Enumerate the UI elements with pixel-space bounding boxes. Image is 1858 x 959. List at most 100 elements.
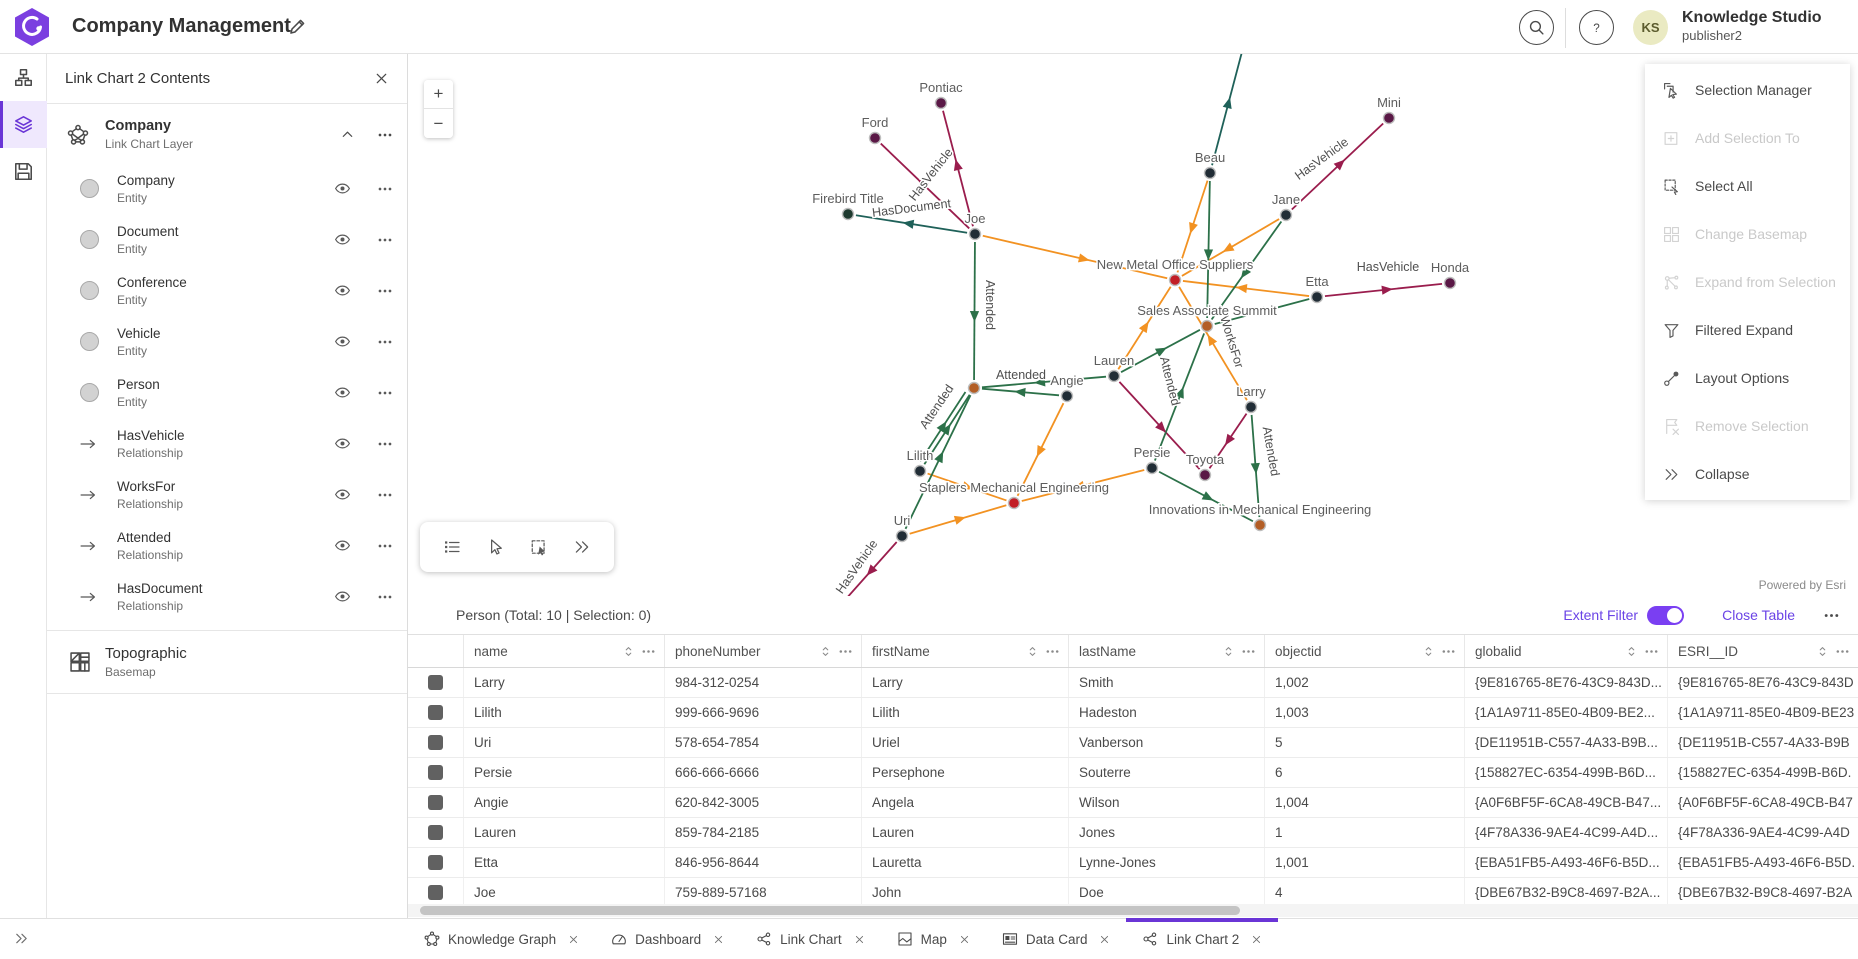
node-vehicle-pontiac[interactable] bbox=[934, 96, 948, 110]
tab-close-icon[interactable] bbox=[854, 934, 865, 945]
column-menu-icon[interactable] bbox=[1835, 644, 1850, 659]
visibility-eye-icon[interactable] bbox=[334, 384, 351, 401]
table-row[interactable]: Etta 846-956-8644 Lauretta Lynne-Jones 1,001… bbox=[408, 848, 1858, 878]
layer-item-menu-icon[interactable] bbox=[377, 283, 393, 299]
tab-data-card[interactable]: Data Card bbox=[986, 919, 1127, 959]
table-row[interactable]: Angie 620-842-3005 Angela Wilson 1,004 {A0F6B… bbox=[408, 788, 1858, 818]
sort-icon[interactable] bbox=[1026, 645, 1039, 658]
node-vehicle-honda[interactable] bbox=[1443, 276, 1457, 290]
extent-filter-toggle[interactable] bbox=[1647, 605, 1685, 625]
layer-item-worksfor[interactable]: WorksFor Relationship bbox=[47, 469, 407, 520]
layer-item-menu-icon[interactable] bbox=[377, 181, 393, 197]
menu-item-layout-options[interactable]: Layout Options bbox=[1645, 354, 1850, 402]
tab-knowledge-graph[interactable]: Knowledge Graph bbox=[408, 919, 595, 959]
table-row[interactable]: Lauren 859-784-2185 Lauren Jones 1 {4F78A336-… bbox=[408, 818, 1858, 848]
column-header-phonenumber[interactable]: phoneNumber bbox=[664, 635, 861, 667]
edge-attended[interactable] bbox=[904, 394, 972, 530]
node-company-staplers-mechanical-engineering[interactable] bbox=[1007, 496, 1021, 510]
layer-item-menu-icon[interactable] bbox=[377, 232, 393, 248]
tab-map[interactable]: Map bbox=[881, 919, 986, 959]
layer-group-menu-icon[interactable] bbox=[377, 127, 393, 143]
sort-icon[interactable] bbox=[1222, 645, 1235, 658]
column-menu-icon[interactable] bbox=[838, 644, 853, 659]
edge-attended[interactable] bbox=[973, 241, 976, 381]
tab-close-icon[interactable] bbox=[713, 934, 724, 945]
node-vehicle-mini[interactable] bbox=[1382, 111, 1396, 125]
row-checkbox[interactable] bbox=[428, 855, 443, 870]
list-icon[interactable] bbox=[443, 538, 461, 556]
column-header-name[interactable]: name bbox=[463, 635, 664, 667]
edge-hasdocument[interactable] bbox=[1211, 54, 1243, 166]
node-vehicle-toyota[interactable] bbox=[1198, 468, 1212, 482]
app-logo[interactable] bbox=[13, 7, 51, 47]
node-person-lauren[interactable] bbox=[1107, 369, 1121, 383]
node-conference[interactable] bbox=[967, 381, 981, 395]
node-person-persie[interactable] bbox=[1145, 461, 1159, 475]
zoom-out-button[interactable]: − bbox=[424, 109, 453, 138]
menu-item-collapse[interactable]: Collapse bbox=[1645, 450, 1850, 498]
visibility-eye-icon[interactable] bbox=[334, 180, 351, 197]
edge-worksfor[interactable] bbox=[982, 234, 1168, 280]
node-person-uri[interactable] bbox=[895, 529, 909, 543]
menu-item-filtered-expand[interactable]: Filtered Expand bbox=[1645, 306, 1850, 354]
menu-item-selection-manager[interactable]: Selection Manager bbox=[1645, 66, 1850, 114]
rail-item-save[interactable] bbox=[0, 148, 47, 195]
sort-icon[interactable] bbox=[1422, 645, 1435, 658]
layer-item-menu-icon[interactable] bbox=[377, 589, 393, 605]
menu-item-select-all[interactable]: Select All bbox=[1645, 162, 1850, 210]
tab-link-chart-2[interactable]: Link Chart 2 bbox=[1126, 918, 1279, 959]
layer-group-row[interactable]: Company Link Chart Layer bbox=[47, 104, 407, 163]
layer-item-menu-icon[interactable] bbox=[377, 538, 393, 554]
table-row[interactable]: Lilith 999-666-9696 Lilith Hadeston 1,003 {1A… bbox=[408, 698, 1858, 728]
row-checkbox[interactable] bbox=[428, 825, 443, 840]
layer-item-conference[interactable]: Conference Entity bbox=[47, 265, 407, 316]
table-row[interactable]: Persie 666-666-6666 Persephone Souterre 6 {15… bbox=[408, 758, 1858, 788]
sort-icon[interactable] bbox=[1816, 645, 1829, 658]
tab-close-icon[interactable] bbox=[568, 934, 579, 945]
layer-item-person[interactable]: Person Entity bbox=[47, 367, 407, 418]
rail-item-data-model[interactable] bbox=[0, 54, 47, 101]
visibility-eye-icon[interactable] bbox=[334, 333, 351, 350]
zoom-in-button[interactable]: + bbox=[424, 80, 453, 109]
link-chart-canvas[interactable]: HasVehicle HasDocument Attended HasVehicle H… bbox=[408, 54, 1858, 596]
node-person-angie[interactable] bbox=[1060, 389, 1074, 403]
node-document-firebird-title[interactable] bbox=[841, 207, 855, 221]
chevron-up-icon[interactable] bbox=[340, 127, 355, 142]
layer-item-document[interactable]: Document Entity bbox=[47, 214, 407, 265]
column-header-objectid[interactable]: objectid bbox=[1264, 635, 1464, 667]
visibility-eye-icon[interactable] bbox=[334, 486, 351, 503]
row-checkbox[interactable] bbox=[428, 675, 443, 690]
column-header-globalid[interactable]: globalid bbox=[1464, 635, 1667, 667]
column-menu-icon[interactable] bbox=[1644, 644, 1659, 659]
node-conference-sales-associate-summit[interactable] bbox=[1200, 319, 1214, 333]
chevrons-right-icon[interactable] bbox=[573, 538, 591, 556]
column-header-lastname[interactable]: lastName bbox=[1068, 635, 1264, 667]
node-person-lilith[interactable] bbox=[913, 464, 927, 478]
node-person-larry[interactable] bbox=[1244, 400, 1258, 414]
help-button[interactable]: ? bbox=[1579, 10, 1614, 45]
tab-close-icon[interactable] bbox=[1251, 934, 1262, 945]
sort-icon[interactable] bbox=[819, 645, 832, 658]
column-menu-icon[interactable] bbox=[1441, 644, 1456, 659]
row-checkbox[interactable] bbox=[428, 735, 443, 750]
column-menu-icon[interactable] bbox=[641, 644, 656, 659]
tab-close-icon[interactable] bbox=[1099, 934, 1110, 945]
edit-title-icon[interactable] bbox=[288, 17, 307, 36]
layer-item-vehicle[interactable]: Vehicle Entity bbox=[47, 316, 407, 367]
column-header-esri__id[interactable]: ESRI__ID bbox=[1667, 635, 1858, 667]
visibility-eye-icon[interactable] bbox=[334, 537, 351, 554]
tab-close-icon[interactable] bbox=[959, 934, 970, 945]
node-person-beau[interactable] bbox=[1203, 166, 1217, 180]
tab-link-chart[interactable]: Link Chart bbox=[740, 919, 881, 959]
scrollbar-thumb[interactable] bbox=[420, 906, 1240, 915]
cursor-icon[interactable] bbox=[486, 538, 504, 556]
layer-item-menu-icon[interactable] bbox=[377, 334, 393, 350]
node-person-etta[interactable] bbox=[1310, 290, 1324, 304]
layer-item-hasdocument[interactable]: HasDocument Relationship bbox=[47, 571, 407, 622]
node-company-new-metal-office-suppliers[interactable] bbox=[1168, 273, 1182, 287]
row-checkbox[interactable] bbox=[428, 795, 443, 810]
node-conference-innovations-in-mechanical-engineering[interactable] bbox=[1253, 518, 1267, 532]
link-chart-graph[interactable]: HasVehicleHasDocumentAttendedHasVehicleH… bbox=[408, 54, 1858, 596]
row-checkbox[interactable] bbox=[428, 765, 443, 780]
marquee-icon[interactable] bbox=[530, 538, 548, 556]
